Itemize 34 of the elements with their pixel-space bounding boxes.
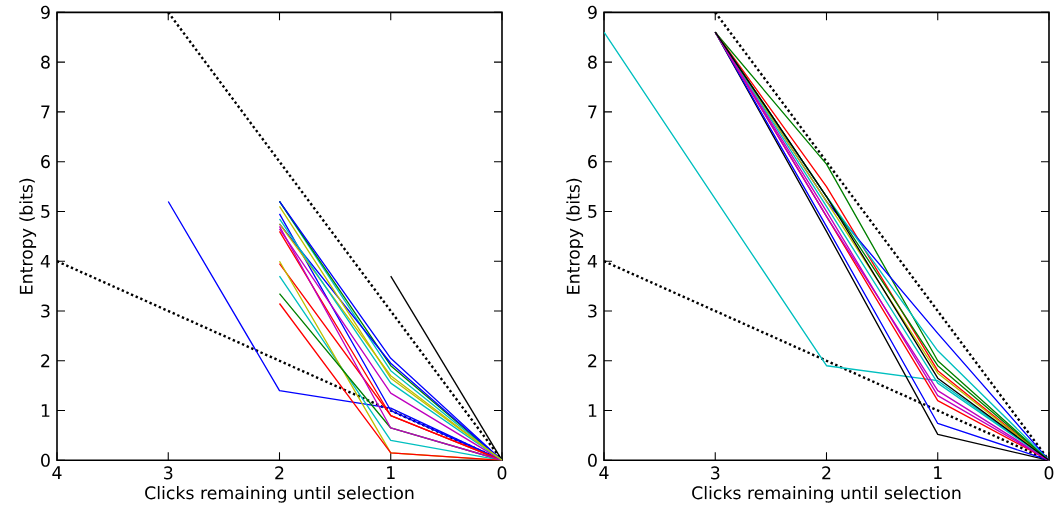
y-axis-title: Entropy (bits)	[19, 178, 37, 294]
y-tick-label: 4	[40, 254, 50, 268]
y-tick-label: 0	[41, 453, 50, 467]
x-tick-label: 3	[164, 466, 173, 480]
x-tick-label: 0	[1044, 466, 1054, 480]
y-tick-label: 7	[588, 105, 597, 119]
x-tick-label: 4	[52, 466, 62, 479]
y-tick-label: 8	[588, 55, 597, 69]
y-tick-label: 1	[41, 404, 50, 417]
y-tick-label: 9	[588, 5, 597, 19]
y-tick-label: 8	[41, 55, 50, 69]
y-tick-label: 6	[588, 154, 597, 169]
y-tick-label: 1	[588, 404, 597, 417]
y-tick-label: 9	[41, 5, 50, 19]
y-tick-label: 5	[41, 204, 50, 218]
y-axis-title: Entropy (bits)	[566, 178, 584, 294]
y-tick-label: 3	[588, 304, 597, 318]
y-tick-label: 3	[41, 304, 50, 318]
x-tick-label: 1	[387, 466, 395, 479]
x-tick-label: 2	[822, 466, 831, 480]
y-tick-label: 4	[587, 254, 597, 268]
y-tick-label: 7	[41, 105, 50, 119]
x-axis-title: Clicks remaining until selection	[692, 485, 961, 503]
y-tick-label: 2	[41, 354, 50, 368]
y-tick-label: 2	[588, 354, 597, 368]
x-tick-label: 1	[934, 466, 942, 479]
x-tick-label: 2	[275, 466, 284, 480]
y-tick-label: 6	[41, 154, 50, 169]
x-axis-title: Clicks remaining until selection	[145, 485, 414, 503]
x-tick-label: 0	[497, 466, 507, 480]
x-tick-label: 4	[599, 466, 609, 479]
x-tick-label: 3	[711, 466, 720, 480]
y-tick-label: 5	[588, 204, 597, 218]
y-tick-label: 0	[588, 453, 597, 467]
